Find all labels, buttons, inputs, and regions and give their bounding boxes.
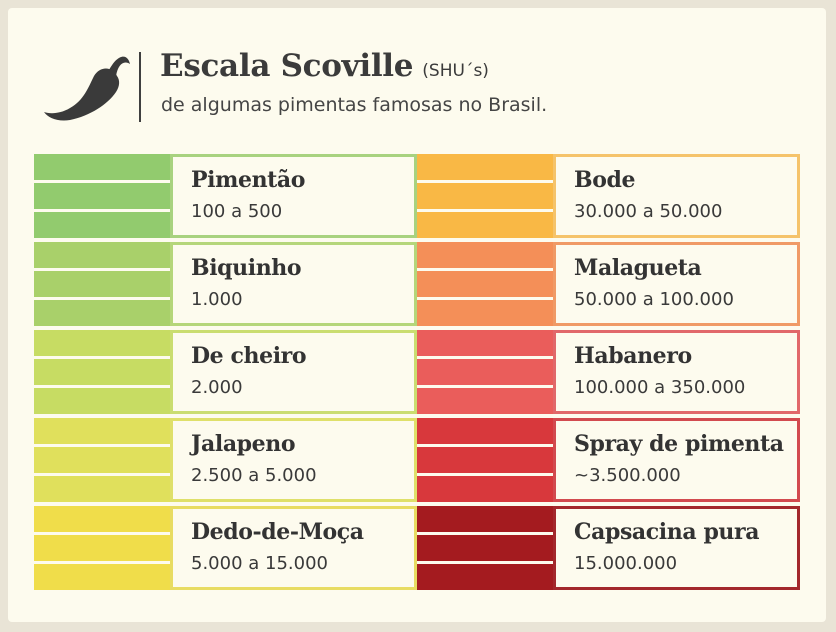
color-strip: [417, 359, 553, 385]
pepper-box: Jalapeno 2.500 a 5.000: [170, 418, 417, 502]
pepper-shu-range: 2.000: [191, 377, 243, 398]
color-strip: [34, 535, 170, 561]
pepper-box: Capsacina pura 15.000.000: [553, 506, 800, 590]
color-strip: [34, 506, 170, 532]
color-strip: [34, 183, 170, 209]
scoville-card: Escala Scoville (SHU´s) de algumas pimen…: [8, 8, 826, 622]
pepper-shu-range: 5.000 a 15.000: [191, 553, 328, 574]
color-strip: [417, 183, 553, 209]
pepper-name: Habanero: [574, 343, 692, 369]
pepper-shu-range: 15.000.000: [574, 553, 678, 574]
color-strip: [417, 535, 553, 561]
color-strip: [417, 242, 553, 268]
pepper-box: Biquinho 1.000: [170, 242, 417, 326]
page-title: Escala Scoville: [160, 48, 414, 84]
color-strip: [34, 564, 170, 590]
scale-item: Dedo-de-Moça 5.000 a 15.000: [34, 506, 417, 590]
pepper-box: Dedo-de-Moça 5.000 a 15.000: [170, 506, 417, 590]
color-strip: [34, 300, 170, 326]
title-unit: (SHU´s): [422, 61, 489, 81]
pepper-name: Spray de pimenta: [574, 431, 784, 457]
pepper-name: Jalapeno: [191, 431, 296, 457]
color-strip: [417, 506, 553, 532]
color-strip: [417, 564, 553, 590]
color-strip: [417, 388, 553, 414]
color-strip: [417, 330, 553, 356]
chili-pepper-icon: [44, 56, 130, 121]
color-strip: [417, 418, 553, 444]
color-strip: [34, 212, 170, 238]
color-strip: [34, 476, 170, 502]
scale-item: Jalapeno 2.500 a 5.000: [34, 418, 417, 502]
color-strip: [34, 447, 170, 473]
header-title-row: Escala Scoville (SHU´s): [160, 48, 489, 84]
color-strip: [34, 154, 170, 180]
pepper-box: Habanero 100.000 a 350.000: [553, 330, 800, 414]
scale-item: Biquinho 1.000: [34, 242, 417, 326]
pepper-shu-range: 1.000: [191, 289, 243, 310]
scale-item: Malagueta 50.000 a 100.000: [417, 242, 800, 326]
scale-item: Spray de pimenta ~3.500.000: [417, 418, 800, 502]
color-strip: [34, 388, 170, 414]
scale-item: De cheiro 2.000: [34, 330, 417, 414]
color-strip: [34, 330, 170, 356]
pepper-box: Pimentão 100 a 500: [170, 154, 417, 238]
pepper-shu-range: 100.000 a 350.000: [574, 377, 746, 398]
pepper-shu-range: 30.000 a 50.000: [574, 201, 723, 222]
pepper-name: Pimentão: [191, 167, 306, 193]
page-subtitle: de algumas pimentas famosas no Brasil.: [161, 94, 548, 116]
scale-item: Pimentão 100 a 500: [34, 154, 417, 238]
color-strip: [34, 359, 170, 385]
color-strip: [34, 242, 170, 268]
color-strip: [417, 271, 553, 297]
pepper-name: De cheiro: [191, 343, 307, 369]
color-strip: [34, 418, 170, 444]
color-strip: [417, 154, 553, 180]
pepper-shu-range: 2.500 a 5.000: [191, 465, 317, 486]
pepper-box: Spray de pimenta ~3.500.000: [553, 418, 800, 502]
pepper-box: De cheiro 2.000: [170, 330, 417, 414]
pepper-name: Capsacina pura: [574, 519, 760, 545]
scale-item: Capsacina pura 15.000.000: [417, 506, 800, 590]
color-strip: [417, 447, 553, 473]
header-divider: [139, 52, 141, 122]
pepper-name: Bode: [574, 167, 636, 193]
color-strip: [34, 271, 170, 297]
pepper-name: Biquinho: [191, 255, 302, 281]
color-strip: [417, 300, 553, 326]
scale-item: Bode 30.000 a 50.000: [417, 154, 800, 238]
pepper-box: Malagueta 50.000 a 100.000: [553, 242, 800, 326]
pepper-name: Dedo-de-Moça: [191, 519, 364, 545]
color-strip: [417, 476, 553, 502]
color-strip: [417, 212, 553, 238]
pepper-shu-range: 50.000 a 100.000: [574, 289, 734, 310]
pepper-name: Malagueta: [574, 255, 702, 281]
pepper-shu-range: ~3.500.000: [574, 465, 681, 486]
pepper-shu-range: 100 a 500: [191, 201, 283, 222]
scale-item: Habanero 100.000 a 350.000: [417, 330, 800, 414]
pepper-box: Bode 30.000 a 50.000: [553, 154, 800, 238]
